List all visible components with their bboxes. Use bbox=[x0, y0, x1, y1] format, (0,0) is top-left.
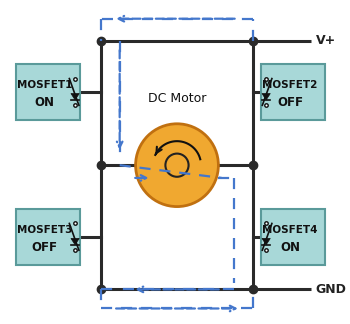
Text: MOSFET3: MOSFET3 bbox=[17, 225, 72, 235]
Polygon shape bbox=[262, 94, 270, 100]
Text: GND: GND bbox=[315, 283, 346, 296]
Text: V+: V+ bbox=[315, 34, 336, 48]
Text: ON: ON bbox=[280, 240, 300, 253]
FancyBboxPatch shape bbox=[261, 209, 325, 265]
Text: DC Motor: DC Motor bbox=[148, 92, 206, 105]
Text: MOSFET1: MOSFET1 bbox=[17, 80, 72, 90]
Text: ON: ON bbox=[35, 96, 55, 109]
Text: OFF: OFF bbox=[32, 240, 58, 253]
FancyBboxPatch shape bbox=[16, 64, 80, 120]
FancyBboxPatch shape bbox=[261, 64, 325, 120]
Text: OFF: OFF bbox=[277, 96, 303, 109]
Polygon shape bbox=[71, 94, 79, 100]
FancyBboxPatch shape bbox=[16, 209, 80, 265]
Text: MOSFET2: MOSFET2 bbox=[262, 80, 318, 90]
Polygon shape bbox=[262, 238, 270, 245]
Text: MOSFET4: MOSFET4 bbox=[262, 225, 318, 235]
Circle shape bbox=[135, 124, 218, 207]
Polygon shape bbox=[71, 238, 79, 245]
